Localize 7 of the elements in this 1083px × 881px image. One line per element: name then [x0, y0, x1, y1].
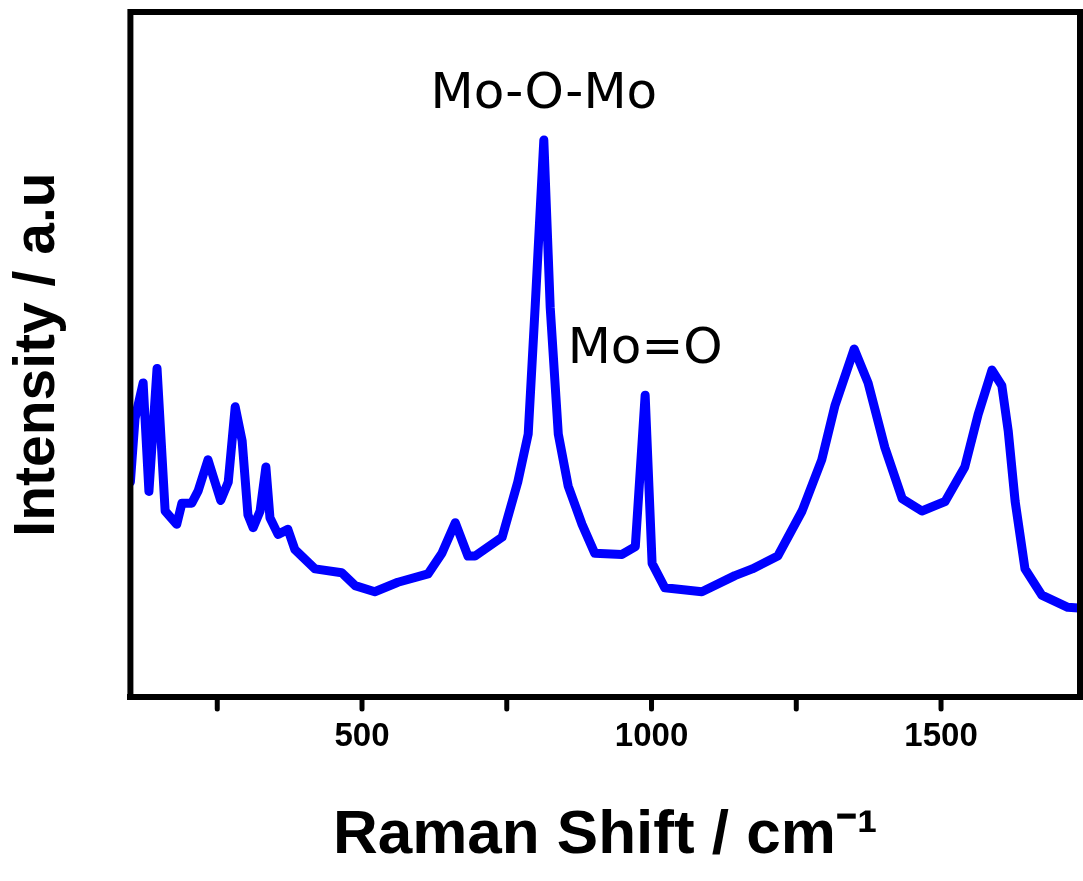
annotation: Mo=O: [567, 317, 723, 376]
annotation: Mo-O-Mo: [430, 62, 658, 121]
x-axis-title: Raman Shift / cm⁻¹: [332, 796, 878, 866]
x-tick-label: 1500: [904, 715, 978, 753]
x-tick-label: 500: [334, 715, 390, 753]
y-axis-title: Intensity / a.u: [1, 172, 66, 537]
x-tick-label: 1000: [614, 715, 689, 753]
